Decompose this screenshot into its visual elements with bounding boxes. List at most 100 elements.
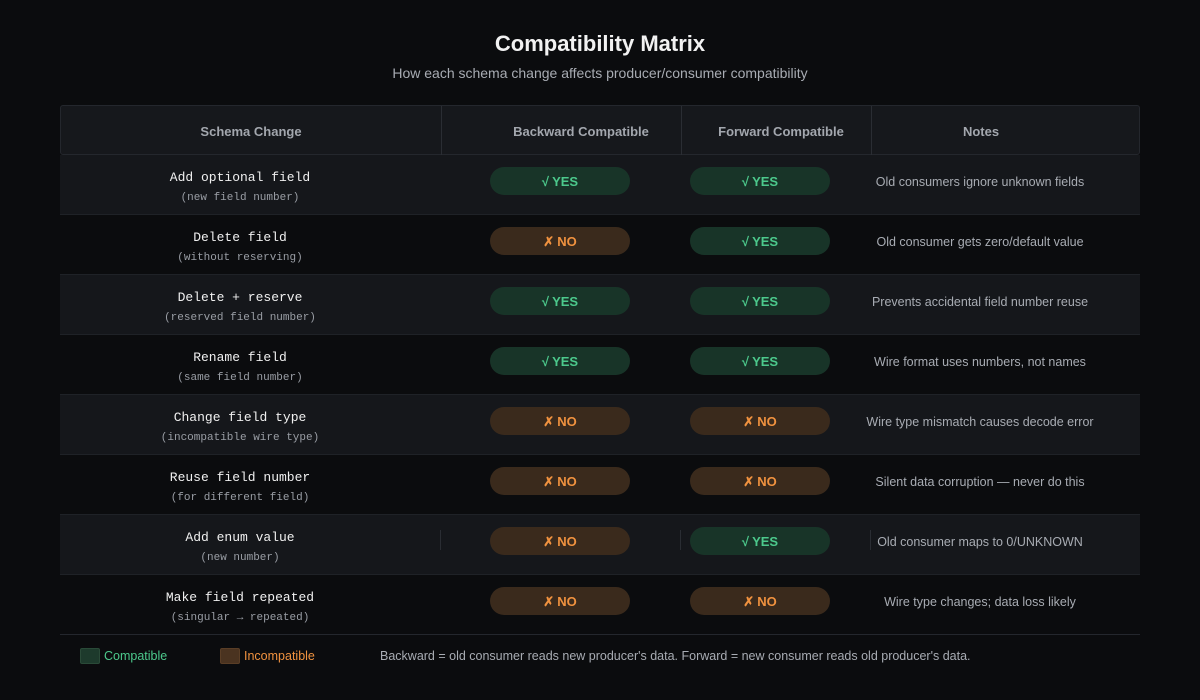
forward-status-badge: ✗ NO [690,587,830,615]
status-label: NO [557,594,577,609]
forward-status-badge: √ YES [690,287,830,315]
schema-change-detail: (for different field) [170,492,310,504]
footer-divider [60,634,1140,635]
backward-status-badge: ✗ NO [490,227,630,255]
status-label: NO [557,474,577,489]
row-note: Wire type changes; data loss likely [884,595,1076,609]
table-row: Delete + reserve (reserved field number) √… [60,275,1140,335]
status-label: NO [757,414,777,429]
row-note: Old consumers ignore unknown fields [875,175,1085,189]
table-row: Add enum value (new number) ✗ NO √ YES Old con… [60,515,1140,575]
schema-change-detail: (new number) [200,552,280,564]
status-label: NO [757,474,777,489]
schema-change-detail: (singular → repeated) [170,612,310,624]
row-note: Old consumer maps to 0/UNKNOWN [877,535,1083,549]
column-divider [441,106,442,156]
status-label: NO [557,534,577,549]
status-label: NO [557,234,577,249]
schema-change-name: Change field type [173,410,307,425]
schema-change-name: Make field repeated [165,590,315,605]
row-note: Wire format uses numbers, not names [874,355,1086,369]
check-icon: √ [741,534,750,549]
legend-footnote: Backward = old consumer reads new produc… [380,649,971,663]
table-header: Schema Change Backward Compatible Forwar… [60,105,1140,156]
schema-change-name: Delete field [193,230,287,245]
schema-change-name: Rename field [193,350,287,365]
table-row: Make field repeated (singular → repeated)… [60,575,1140,635]
cross-icon: ✗ [743,594,755,609]
status-label: YES [752,534,779,549]
forward-status-badge: ✗ NO [690,407,830,435]
schema-change-detail: (reserved field number) [164,312,316,324]
row-note: Wire type mismatch causes decode error [866,415,1094,429]
status-label: NO [757,594,777,609]
incompatible-swatch [220,648,240,664]
backward-status-badge: √ YES [490,287,630,315]
forward-status-badge: √ YES [690,167,830,195]
schema-change-detail: (new field number) [180,192,300,204]
row-note: Silent data corruption — never do this [875,475,1085,489]
status-label: YES [752,354,779,369]
forward-status-badge: √ YES [690,227,830,255]
check-icon: √ [541,354,550,369]
column-divider [680,530,681,550]
backward-status-badge: √ YES [490,347,630,375]
page-subtitle: How each schema change affects producer/… [392,65,808,81]
cross-icon: ✗ [743,414,755,429]
check-icon: √ [741,294,750,309]
cross-icon: ✗ [543,594,555,609]
column-divider [440,530,441,550]
row-note: Old consumer gets zero/default value [876,235,1084,249]
schema-change-detail: (without reserving) [177,252,303,264]
schema-change-name: Delete + reserve [177,290,303,305]
check-icon: √ [541,294,550,309]
check-icon: √ [741,354,750,369]
schema-change-name: Add enum value [185,530,295,545]
forward-status-badge: ✗ NO [690,467,830,495]
schema-change-detail: (incompatible wire type) [160,432,320,444]
column-divider [681,106,682,156]
backward-status-badge: ✗ NO [490,587,630,615]
table-row: Add optional field (new field number) √ YES… [60,155,1140,215]
cross-icon: ✗ [743,474,755,489]
compatibility-table: Schema Change Backward Compatible Forwar… [60,105,1140,635]
backward-status-badge: ✗ NO [490,527,630,555]
compatible-swatch [80,648,100,664]
check-icon: √ [541,174,550,189]
cross-icon: ✗ [543,474,555,489]
row-note: Prevents accidental field number reuse [871,295,1089,309]
column-header-backward: Backward Compatible [513,124,649,139]
legend-compatible-label: Compatible [104,649,168,663]
cross-icon: ✗ [543,414,555,429]
status-label: YES [552,294,579,309]
column-divider [871,106,872,156]
table-row: Reuse field number (for different field) ✗… [60,455,1140,515]
check-icon: √ [741,234,750,249]
backward-status-badge: ✗ NO [490,407,630,435]
cross-icon: ✗ [543,534,555,549]
forward-status-badge: √ YES [690,527,830,555]
schema-change-name: Add optional field [169,170,311,185]
check-icon: √ [741,174,750,189]
column-header-notes: Notes [962,124,1000,139]
column-divider [870,530,871,550]
backward-status-badge: √ YES [490,167,630,195]
legend-incompatible-label: Incompatible [244,649,315,663]
status-label: YES [552,354,579,369]
page-title: Compatibility Matrix [494,31,706,56]
column-header-forward: Forward Compatible [718,124,844,139]
table-row: Delete field (without reserving) ✗ NO √ YES Ol… [60,215,1140,275]
schema-change-name: Reuse field number [169,470,311,485]
status-label: YES [752,174,779,189]
column-header-schema-change: Schema Change [200,124,302,139]
status-label: YES [752,234,779,249]
status-label: YES [552,174,579,189]
backward-status-badge: ✗ NO [490,467,630,495]
cross-icon: ✗ [543,234,555,249]
schema-change-detail: (same field number) [177,372,303,384]
status-label: YES [752,294,779,309]
forward-status-badge: √ YES [690,347,830,375]
status-label: NO [557,414,577,429]
table-row: Change field type (incompatible wire type… [60,395,1140,455]
table-row: Rename field (same field number) √ YES √ YES W… [60,335,1140,395]
